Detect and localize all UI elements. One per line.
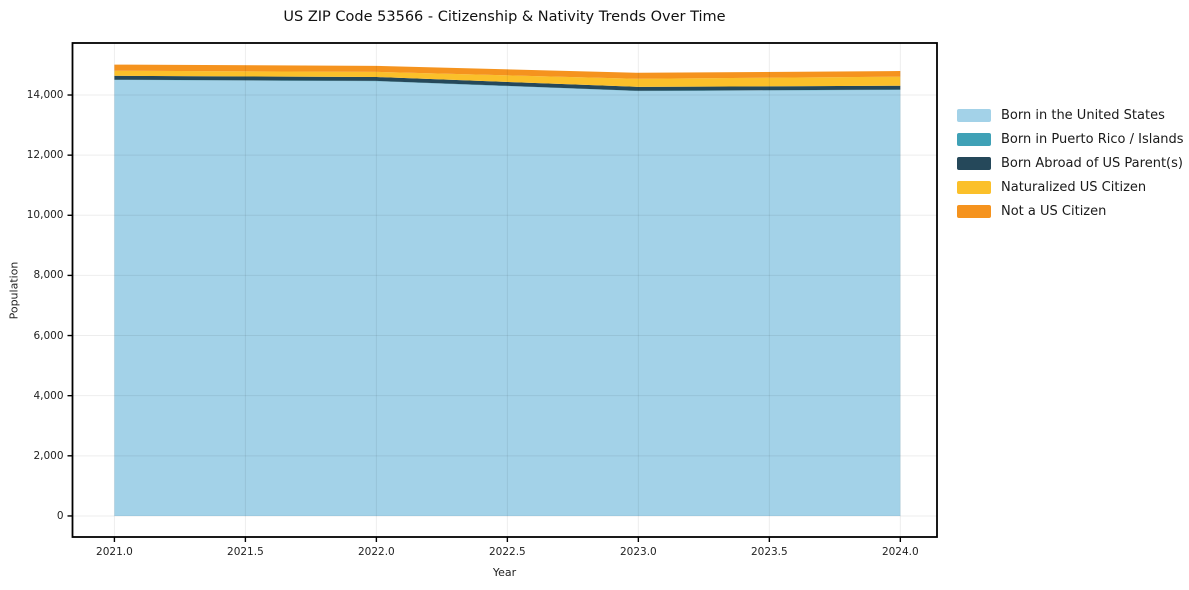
x-tick-label: 2024.0 (881, 546, 919, 558)
x-tick-label: 2023.0 (619, 546, 657, 558)
x-tick-label: 2021.0 (96, 546, 133, 558)
y-tick-label: 0 (56, 509, 64, 522)
y-tick-label: 4,000 (33, 389, 64, 402)
legend-swatch-icon (957, 180, 991, 194)
legend-label: Born Abroad of US Parent(s) (1001, 155, 1183, 171)
legend-item-naturalized-us-citizen: Naturalized US Citizen (957, 175, 1184, 199)
y-tick-label: 10,000 (26, 209, 64, 222)
chart-title: US ZIP Code 53566 - Citizenship & Nativi… (283, 9, 726, 25)
y-tick-label: 8,000 (33, 269, 64, 282)
area-born-abroad-of-us-parent-s (114, 75, 901, 91)
legend-swatch-icon (957, 156, 991, 170)
axes-frame (71, 42, 938, 538)
x-tick-label: 2022.0 (358, 546, 395, 558)
legend-swatch-icon (957, 108, 991, 122)
area-naturalized-us-citizen (114, 70, 901, 87)
legend-swatch-icon (957, 132, 991, 146)
legend-swatch-icon (957, 204, 991, 218)
legend-label: Born in the United States (1001, 107, 1165, 123)
legend-item-born-in-puerto-rico-islands: Born in Puerto Rico / Islands (957, 127, 1184, 151)
x-tick-label: 2023.5 (750, 546, 788, 558)
x-tick-label: 2022.5 (488, 546, 526, 558)
y-tick-label: 14,000 (26, 89, 64, 102)
area-born-in-the-united-states (114, 80, 901, 516)
legend-label: Born in Puerto Rico / Islands (1001, 131, 1184, 147)
legend-item-not-a-us-citizen: Not a US Citizen (957, 199, 1184, 223)
legend-item-born-abroad-of-us-parent-s: Born Abroad of US Parent(s) (957, 151, 1184, 175)
y-tick-label: 12,000 (26, 149, 64, 162)
legend-label: Not a US Citizen (1001, 203, 1107, 219)
y-axis-label: Population (7, 261, 21, 320)
legend-item-born-in-the-united-states: Born in the United States (957, 103, 1184, 127)
y-tick-label: 2,000 (33, 449, 64, 462)
x-tick-label: 2021.5 (227, 546, 264, 558)
legend-label: Naturalized US Citizen (1001, 179, 1147, 195)
legend: Born in the United States Born in Puerto … (957, 103, 1184, 223)
area-not-a-us-citizen (114, 64, 901, 79)
y-tick-label: 6,000 (33, 329, 64, 342)
x-axis-label: Year (492, 566, 517, 579)
